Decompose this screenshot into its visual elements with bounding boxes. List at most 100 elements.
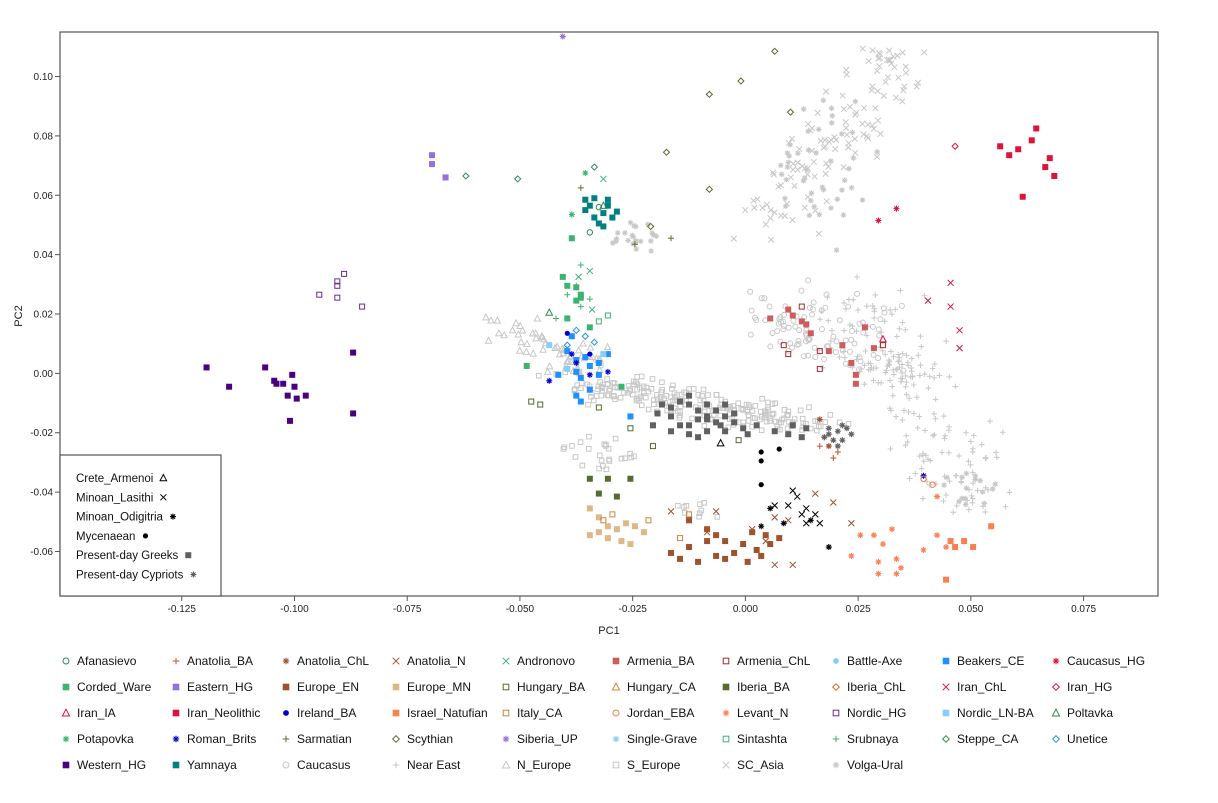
background-point [533, 314, 542, 322]
point-minoan-lasithi [811, 511, 819, 518]
background-point [823, 291, 830, 298]
background-point [810, 158, 818, 166]
background-point [860, 329, 867, 336]
inset-legend-label: Mycenaean [76, 531, 135, 543]
legend-label: SC_Asia [737, 758, 784, 772]
legend-marker [172, 735, 180, 743]
point-yamnaya [600, 223, 607, 230]
legend-marker [502, 657, 510, 665]
point-iran-neolithic [1033, 125, 1040, 132]
background-point [828, 105, 835, 112]
point-anatolia-n [829, 499, 837, 506]
background-point [966, 506, 972, 513]
background-point [633, 246, 640, 252]
background-point [752, 403, 759, 409]
background-point [794, 166, 801, 173]
x-tick-label: -0.025 [618, 604, 647, 615]
background-point [850, 296, 857, 303]
legend-label: Iran_HG [1067, 680, 1112, 694]
background-point [551, 343, 560, 352]
inset-legend-marker [169, 513, 176, 520]
background-point [903, 379, 910, 385]
legend-label: Caucasus [297, 758, 350, 772]
plot-frame [59, 31, 1159, 597]
background-point [522, 347, 531, 355]
background-point [879, 347, 886, 354]
background-point [806, 212, 813, 219]
background-point [852, 149, 859, 157]
point-levant-n [857, 532, 864, 539]
background-point [558, 344, 567, 352]
point-scythian [737, 77, 745, 85]
legend-marker [392, 657, 400, 665]
legend-label: Ireland_BA [297, 706, 356, 720]
point-roman-brits [586, 371, 593, 378]
background-point [717, 412, 724, 419]
background-point [631, 381, 638, 388]
point-iran-neolithic [1046, 155, 1053, 162]
background-point [968, 493, 975, 499]
background-point [603, 342, 612, 351]
background-point [828, 158, 834, 164]
x-tick-label: 0.025 [846, 604, 871, 615]
background-point [795, 341, 802, 348]
point-armenia-ba [852, 371, 859, 378]
point-minoan-lasithi [816, 519, 824, 527]
legend-marker [612, 657, 620, 665]
background-point [700, 386, 707, 393]
background-point [812, 207, 819, 214]
background-point [943, 338, 949, 344]
point-jordan-eba [929, 481, 936, 488]
background-point [876, 332, 883, 339]
background-point [927, 457, 934, 464]
background-point [590, 397, 597, 404]
point-iran-chl [947, 303, 954, 310]
legend-label: Anatolia_N [407, 654, 466, 668]
legend-marker [722, 657, 730, 665]
point-iran-chl [924, 297, 932, 304]
point-europe-mn [595, 514, 602, 521]
background-point [982, 509, 989, 515]
point-armenia-ba [803, 321, 810, 328]
background-point [653, 233, 660, 240]
point-present-day-greeks [717, 422, 724, 429]
background-point [992, 481, 999, 487]
point-europe-en [686, 544, 693, 551]
point-nordic-ln-ba [564, 365, 571, 372]
x-tick-label: 0.075 [1071, 604, 1096, 615]
point-armenia-chl [798, 303, 805, 310]
background-point [784, 425, 791, 432]
background-point [777, 338, 784, 345]
background-point [817, 137, 824, 144]
point-levant-n [875, 558, 882, 565]
background-point [909, 355, 915, 362]
legend-label: Iran_Neolithic [187, 706, 260, 720]
background-point [871, 305, 878, 312]
background-point [805, 277, 812, 284]
background-point [971, 432, 977, 439]
point-anatolia-ba [834, 449, 841, 456]
point-levant-n [943, 544, 950, 551]
point-levant-n [875, 570, 882, 577]
y-tick-label: -0.02 [30, 428, 53, 439]
legend-marker [612, 761, 620, 769]
background-point [805, 352, 812, 359]
background-point [968, 438, 974, 445]
point-italy-ca [645, 517, 652, 524]
background-point [869, 47, 876, 54]
point-hungary-ba [537, 401, 544, 408]
point-srubnaya [564, 291, 571, 298]
point-andronovo [600, 175, 607, 183]
point-beakers-ce [573, 368, 580, 375]
legend-marker [172, 683, 180, 691]
background-point [842, 354, 848, 361]
background-point [902, 383, 909, 390]
background-point [885, 47, 893, 54]
point-anatolia-n [748, 525, 756, 533]
point-potapovka [582, 170, 589, 176]
background-point [529, 349, 538, 357]
point-iran-neolithic [1015, 146, 1022, 153]
background-point [891, 64, 898, 71]
point-iran-neolithic [1042, 164, 1049, 171]
point-present-day-greeks [704, 416, 711, 423]
